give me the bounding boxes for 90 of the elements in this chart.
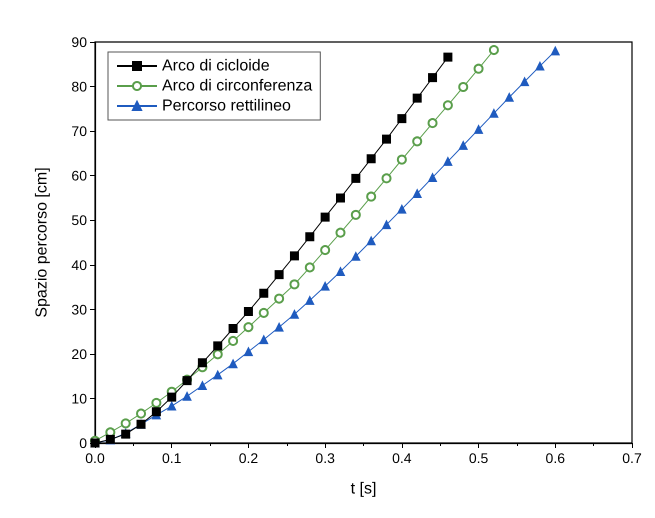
point (366, 236, 376, 246)
legend-label: Arco di circonferenza (162, 78, 312, 94)
y-tick-label: 50 (71, 212, 88, 228)
point (443, 156, 452, 166)
point (428, 172, 438, 182)
point (442, 100, 453, 110)
point (320, 245, 330, 256)
point (290, 310, 299, 319)
x-tick-label: 0.6 (546, 450, 566, 466)
point (320, 212, 330, 222)
point (167, 402, 176, 411)
point (289, 279, 300, 290)
y-tick-label: 90 (71, 34, 88, 50)
point (274, 270, 284, 280)
y-tick-label: 10 (71, 390, 88, 406)
y-axis-title: Spazio percorso [cm] (34, 167, 50, 318)
point (244, 307, 253, 316)
point (351, 252, 360, 261)
point (382, 134, 392, 144)
point (228, 324, 238, 333)
point (350, 210, 361, 220)
x-tick-label: 0.0 (85, 450, 105, 466)
x-tick-label: 0.1 (162, 450, 182, 466)
y-tick-label: 20 (71, 346, 88, 362)
point (198, 381, 207, 390)
point (274, 294, 284, 304)
point (550, 46, 560, 56)
point (290, 251, 299, 260)
point (443, 52, 452, 62)
point (136, 408, 146, 419)
y-tick-label: 40 (71, 256, 88, 273)
point (182, 392, 192, 401)
point (412, 94, 422, 103)
point (396, 154, 407, 165)
point (382, 173, 392, 184)
point (382, 220, 392, 230)
point (397, 114, 406, 124)
point (213, 341, 222, 350)
point (228, 336, 238, 346)
point (212, 349, 223, 360)
point (458, 82, 468, 92)
point (213, 370, 222, 380)
x-tick-label: 0.4 (392, 450, 412, 466)
legend-label: Percorso rettilineo (162, 98, 292, 114)
point (366, 154, 376, 164)
point (397, 204, 406, 214)
x-tick-label: 0.5 (468, 450, 489, 466)
x-axis-title: t [s] (350, 480, 376, 498)
point (489, 108, 498, 118)
point (244, 347, 253, 356)
point (504, 92, 514, 102)
point (520, 77, 530, 86)
point (305, 296, 314, 305)
point (412, 136, 422, 146)
point (198, 358, 207, 368)
point (305, 232, 314, 242)
y-tick-label: 70 (71, 123, 88, 140)
y-tick-label: 60 (71, 168, 88, 184)
y-tick-label: 80 (71, 78, 88, 95)
point (152, 407, 161, 416)
point (335, 228, 346, 238)
point (243, 322, 254, 332)
x-tick-label: 0.7 (622, 450, 642, 466)
point (167, 392, 176, 402)
point (351, 174, 360, 183)
point (274, 322, 284, 332)
point (259, 288, 268, 298)
point (258, 308, 269, 318)
point (228, 359, 238, 368)
point (304, 262, 315, 272)
point (120, 418, 131, 428)
point (320, 282, 330, 291)
point (259, 335, 268, 344)
point (428, 118, 438, 128)
point (474, 64, 484, 74)
point (428, 73, 438, 82)
x-tick-label: 0.3 (315, 450, 336, 466)
point (336, 193, 345, 202)
point (488, 45, 499, 56)
legend-label: Arco di cicloide (162, 58, 270, 74)
x-tick-label: 0.2 (238, 450, 258, 466)
point (336, 266, 345, 276)
point (151, 398, 162, 408)
point (366, 192, 376, 202)
y-tick-label: 30 (71, 301, 88, 318)
y-tick-label: 0 (79, 435, 88, 451)
point (535, 62, 544, 71)
point (474, 124, 484, 134)
point (458, 140, 468, 150)
point (412, 188, 422, 198)
